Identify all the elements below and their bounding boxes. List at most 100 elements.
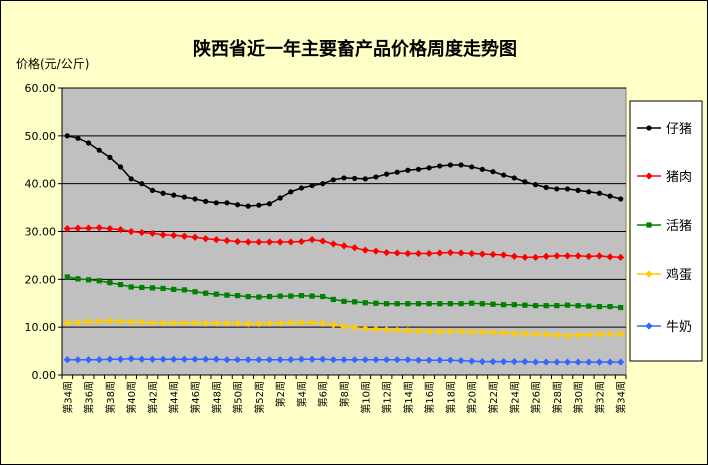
data-point [361, 246, 369, 254]
data-point [340, 356, 348, 364]
data-point [212, 319, 220, 327]
data-point [213, 291, 219, 297]
data-point [266, 201, 273, 207]
data-point [468, 249, 476, 258]
data-point [394, 301, 400, 307]
data-point [553, 331, 561, 339]
data-point [404, 326, 412, 335]
data-point [425, 249, 433, 258]
data-point [202, 355, 210, 363]
x-tick-label: 第34周 [615, 381, 628, 414]
data-point [351, 324, 359, 332]
data-point [245, 293, 251, 300]
data-point [139, 284, 145, 291]
data-point [223, 319, 231, 327]
data-point [531, 330, 540, 338]
data-point [468, 357, 476, 365]
data-point [543, 303, 549, 309]
data-point [63, 225, 71, 233]
data-point [160, 285, 166, 292]
data-point [606, 358, 614, 366]
x-tick-label: 第6周 [317, 381, 330, 407]
data-point [319, 319, 327, 327]
data-point [203, 290, 209, 296]
data-point [319, 237, 327, 245]
data-point [352, 299, 358, 305]
data-point [404, 249, 412, 258]
data-point [180, 319, 188, 327]
data-point [116, 225, 125, 234]
data-point [117, 164, 124, 170]
data-point [63, 319, 71, 327]
data-point [361, 325, 369, 333]
data-point [159, 231, 167, 239]
data-point [500, 329, 508, 337]
data-point [233, 319, 242, 327]
data-point [85, 318, 93, 326]
x-tick-label: 第4周 [295, 381, 308, 407]
data-point [255, 320, 263, 328]
x-tick-label: 第42周 [146, 381, 159, 414]
x-tick-label: 第8周 [338, 381, 351, 407]
data-point [276, 319, 284, 327]
data-point [446, 248, 455, 257]
data-point [95, 356, 103, 364]
y-tick-label: 40.00 [25, 178, 57, 191]
data-point [468, 328, 476, 336]
data-point [234, 292, 241, 299]
data-point [171, 192, 177, 198]
data-point [361, 356, 369, 364]
data-point [287, 356, 295, 364]
data-point [107, 280, 113, 286]
x-tick-label: 第44周 [168, 381, 181, 414]
data-point [127, 355, 135, 363]
data-point [414, 356, 423, 364]
data-point [287, 319, 295, 327]
data-point [618, 304, 624, 311]
data-point [139, 181, 145, 187]
data-point [646, 222, 652, 228]
data-point [405, 301, 411, 307]
data-point [532, 182, 539, 188]
data-point [414, 249, 423, 258]
data-point [521, 358, 529, 366]
data-point [352, 175, 358, 182]
data-point [372, 325, 380, 333]
data-point [595, 358, 603, 366]
data-point [563, 252, 572, 260]
data-point [85, 356, 93, 364]
data-point [244, 356, 252, 364]
x-tick-label: 第2周 [274, 381, 287, 407]
data-point [425, 327, 433, 336]
data-point [170, 231, 178, 239]
data-point [489, 358, 497, 366]
data-point [543, 184, 549, 191]
data-point [86, 277, 92, 283]
x-tick-label: 第28周 [551, 381, 564, 414]
legend-label: 猪肉 [666, 170, 692, 185]
y-tick-label: 20.00 [25, 273, 57, 286]
data-point [574, 252, 582, 260]
legend-label: 活猪 [666, 219, 692, 234]
data-point [277, 195, 283, 201]
data-point [265, 319, 274, 327]
data-point [542, 358, 550, 366]
data-point [138, 318, 146, 326]
data-point [192, 196, 198, 202]
data-point [478, 328, 486, 336]
data-point [75, 135, 81, 141]
data-point [308, 355, 316, 363]
data-point [149, 187, 156, 193]
data-point [478, 250, 486, 258]
data-point [223, 236, 231, 245]
data-point [224, 292, 230, 298]
data-point [596, 303, 602, 310]
data-point [224, 200, 230, 206]
data-point [202, 235, 210, 243]
data-point [341, 298, 347, 304]
data-point [436, 356, 444, 364]
y-tick-label: 10.00 [25, 321, 57, 334]
data-point [340, 323, 348, 331]
data-point [645, 322, 653, 330]
data-point [437, 163, 443, 169]
